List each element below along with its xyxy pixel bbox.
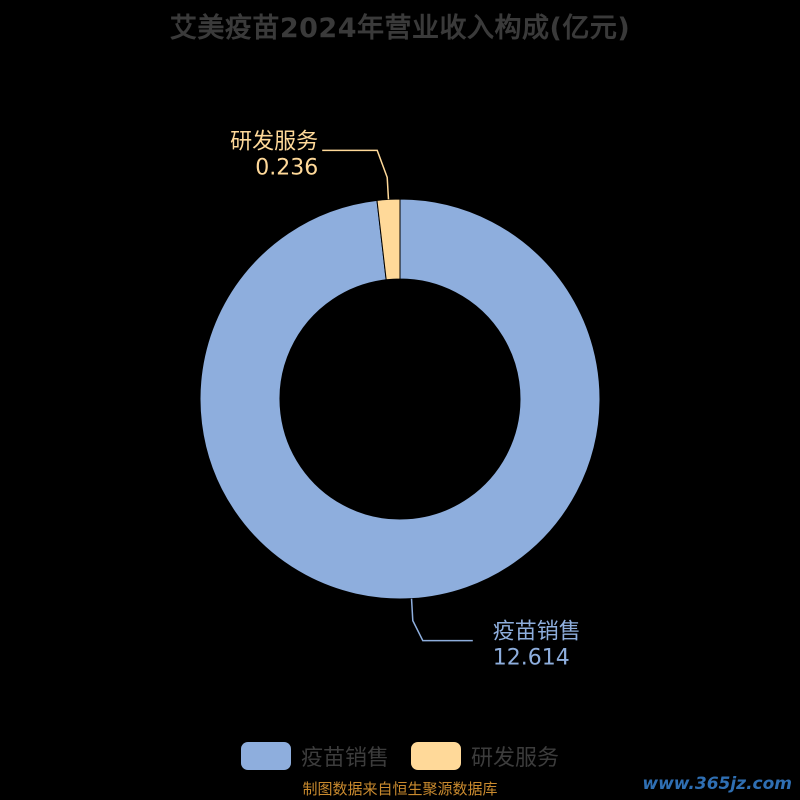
legend-item-0[interactable]: 疫苗销售 [240,740,389,772]
slice-label-value-1: 0.236 [255,155,318,180]
slices-group [199,198,601,600]
legend-label-1: 研发服务 [471,746,560,771]
slice-1[interactable] [376,198,401,281]
chart-title: 艾美疫苗2024年营业收入构成(亿元) [169,13,631,44]
leader-lines-group [322,149,473,642]
legend-swatch-1 [411,742,461,770]
legend: 疫苗销售 研发服务 [0,740,800,772]
slice-label-name-0: 疫苗销售 [493,620,581,645]
leader-line-1 [322,149,390,200]
legend-label-0: 疫苗销售 [300,746,389,771]
slice-label-name-1: 研发服务 [230,129,318,154]
slice-0[interactable] [199,198,601,600]
legend-item-1[interactable]: 研发服务 [411,740,559,772]
watermark: www.365jz.com [642,774,792,794]
source-note: 制图数据来自恒生聚源数据库 [302,780,498,798]
leader-line-0 [410,598,473,642]
slice-label-value-0: 12.614 [493,646,570,671]
legend-swatch-0 [240,742,291,770]
